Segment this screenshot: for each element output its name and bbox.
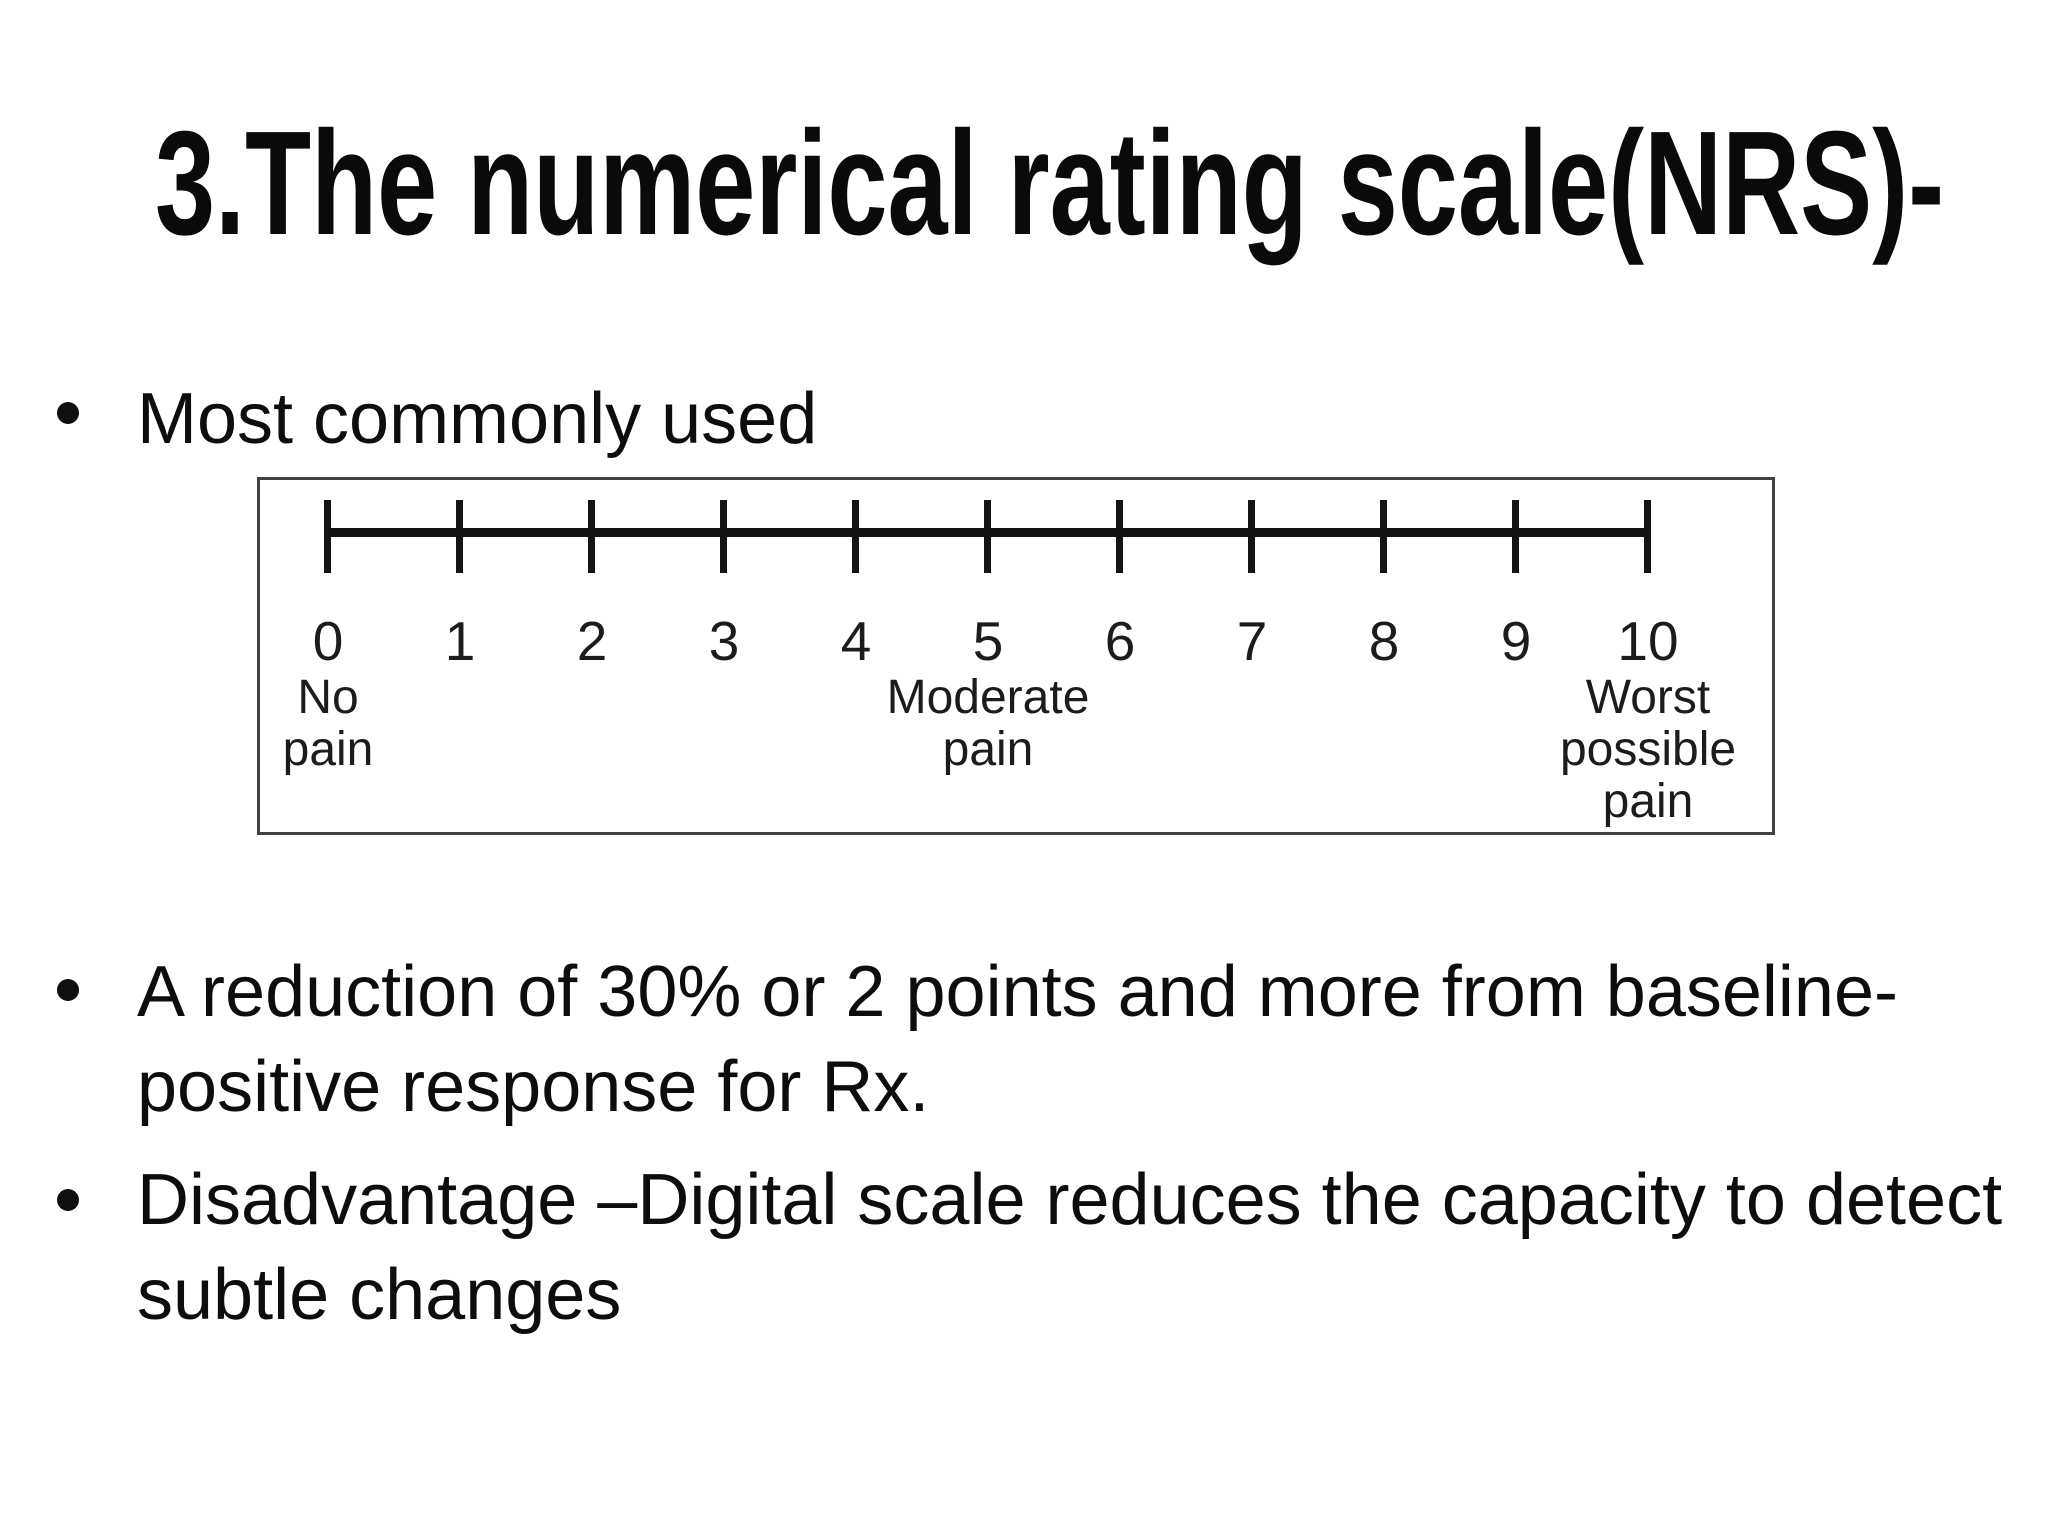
bullet-line: subtle changes xyxy=(137,1255,622,1335)
nrs-scale-figure: 0 1 2 3 4 5 6 7 8 9 10 No pain Moderate … xyxy=(257,477,1775,835)
tick-mark-2 xyxy=(588,500,595,573)
bullet-dot xyxy=(57,1189,79,1211)
bullet-text: A reduction of 30% or 2 points and more … xyxy=(137,945,2048,1135)
tick-mark-9 xyxy=(1512,500,1519,573)
bullet-line: Most commonly used xyxy=(137,379,818,459)
anchor-line: Worst xyxy=(1585,671,1711,724)
tick-label-1: 1 xyxy=(444,610,476,672)
tick-label-9: 9 xyxy=(1500,610,1532,672)
tick-label-6: 6 xyxy=(1104,610,1136,672)
tick-mark-1 xyxy=(456,500,463,573)
tick-label-10: 10 xyxy=(1617,610,1679,672)
page-title: 3.The numerical rating scale(NRS)- xyxy=(155,101,1945,266)
tick-mark-6 xyxy=(1116,500,1123,573)
anchor-line: pain xyxy=(1602,775,1694,828)
tick-mark-3 xyxy=(720,500,727,573)
bullet-line: A reduction of 30% or 2 points and more … xyxy=(137,952,1898,1032)
bullet-dot xyxy=(57,979,79,1001)
tick-mark-5 xyxy=(984,500,991,573)
tick-label-2: 2 xyxy=(576,610,608,672)
anchor-line: possible xyxy=(1559,723,1737,776)
anchor-line: Moderate xyxy=(886,671,1090,724)
tick-mark-4 xyxy=(852,500,859,573)
bullet-line: Disadvantage –Digital scale reduces the … xyxy=(137,1160,2003,1240)
tick-label-0: 0 xyxy=(312,610,344,672)
bullet-item-most-commonly-used: Most commonly used xyxy=(0,372,2048,467)
tick-label-4: 4 xyxy=(840,610,872,672)
bullet-line: positive response for Rx. xyxy=(137,1047,930,1127)
anchor-line: pain xyxy=(942,723,1034,776)
anchor-label-worst-possible-pain: Worst possible pain xyxy=(1518,672,1778,828)
tick-mark-8 xyxy=(1380,500,1387,573)
tick-label-8: 8 xyxy=(1368,610,1400,672)
bullet-dot xyxy=(57,402,79,424)
bullet-item-disadvantage: Disadvantage –Digital scale reduces the … xyxy=(0,1153,2048,1343)
bullet-text: Most commonly used xyxy=(137,372,2048,467)
anchor-label-no-pain: No pain xyxy=(198,672,458,776)
anchor-line: No xyxy=(297,671,359,724)
tick-label-3: 3 xyxy=(708,610,740,672)
bullet-item-reduction: A reduction of 30% or 2 points and more … xyxy=(0,945,2048,1135)
tick-mark-0 xyxy=(324,500,331,573)
tick-mark-10 xyxy=(1644,500,1651,573)
tick-mark-7 xyxy=(1248,500,1255,573)
tick-label-7: 7 xyxy=(1236,610,1268,672)
bullet-text: Disadvantage –Digital scale reduces the … xyxy=(137,1153,2048,1343)
anchor-line: pain xyxy=(282,723,374,776)
anchor-label-moderate-pain: Moderate pain xyxy=(858,672,1118,776)
tick-label-5: 5 xyxy=(972,610,1004,672)
